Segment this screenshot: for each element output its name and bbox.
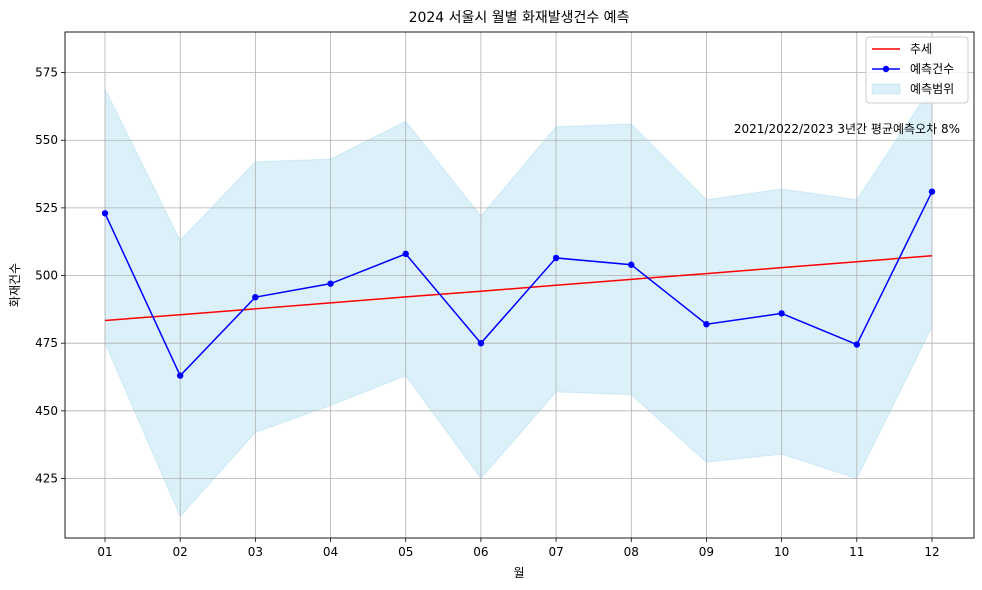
predicted-point-11 xyxy=(853,341,860,348)
predicted-point-09 xyxy=(703,321,710,328)
predicted-line xyxy=(104,191,933,377)
y-tick-label: 500 xyxy=(35,269,58,283)
x-tick-label: 01 xyxy=(97,545,112,559)
x-tick-label: 03 xyxy=(248,545,263,559)
y-tick-label: 475 xyxy=(35,336,58,350)
x-tick-label: 05 xyxy=(398,545,413,559)
x-axis-label: 월 xyxy=(513,566,524,580)
legend-label: 추세 xyxy=(910,42,932,56)
predicted-point-06 xyxy=(477,339,485,347)
predicted-point-10 xyxy=(778,310,785,317)
x-tick-label: 04 xyxy=(323,545,338,559)
predicted-point-08 xyxy=(628,261,635,268)
predicted-point-03 xyxy=(252,293,259,301)
legend-marker xyxy=(882,65,890,73)
x-tick-label: 06 xyxy=(473,545,488,559)
predicted-point-04 xyxy=(327,280,334,287)
plot-frame xyxy=(64,31,975,539)
plot-area: 01 02 03 04 05 06 07 08 09 10 11 12 425 450 475 500 525 5… xyxy=(35,31,975,559)
y-tick-label: 425 xyxy=(35,471,58,485)
x-tick-label: 12 xyxy=(924,545,939,559)
chart-title: 2024 서울시 월별 화재발생건수 예측 xyxy=(409,10,630,26)
x-tick-label: 02 xyxy=(173,545,188,559)
predicted-point-05 xyxy=(402,250,409,258)
y-tick-label: 575 xyxy=(35,66,58,80)
legend-label: 예측건수 xyxy=(910,62,954,76)
predicted-point-07 xyxy=(552,254,560,262)
y-axis-label: 화재건수 xyxy=(8,263,22,307)
y-tick-label: 525 xyxy=(35,201,58,215)
predicted-point-01 xyxy=(101,210,109,217)
x-tick-label: 09 xyxy=(699,545,714,559)
x-tick-label: 07 xyxy=(548,545,563,559)
legend-label: 예측범위 xyxy=(910,82,954,96)
y-tick-label: 550 xyxy=(35,133,58,147)
x-tick-label: 11 xyxy=(849,545,864,559)
predicted-point-12 xyxy=(928,188,936,195)
predicted-point-02 xyxy=(176,372,184,379)
legend-box xyxy=(865,36,969,104)
x-tick-label: 10 xyxy=(774,545,789,559)
error-annotation: 2021/2022/2023 3년간 평균예측오차 8% xyxy=(734,122,960,136)
y-tick-label: 450 xyxy=(35,404,58,418)
x-tick-label: 08 xyxy=(624,545,639,559)
legend-swatch-range xyxy=(871,83,901,95)
